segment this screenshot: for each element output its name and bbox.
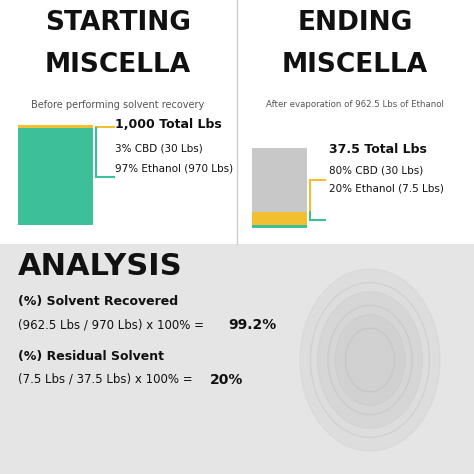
- Bar: [18, 128, 93, 225]
- Text: Before performing solvent recovery: Before performing solvent recovery: [31, 100, 205, 110]
- Text: 1,000 Total Lbs: 1,000 Total Lbs: [115, 118, 222, 131]
- Text: STARTING: STARTING: [45, 10, 191, 36]
- Text: ENDING: ENDING: [297, 10, 413, 36]
- Bar: [0, 244, 474, 474]
- Text: MISCELLA: MISCELLA: [45, 52, 191, 78]
- Text: (7.5 Lbs / 37.5 Lbs) x 100% =: (7.5 Lbs / 37.5 Lbs) x 100% =: [18, 373, 196, 386]
- Polygon shape: [318, 292, 422, 428]
- Text: 3% CBD (30 Lbs): 3% CBD (30 Lbs): [115, 143, 203, 153]
- Text: 20%: 20%: [210, 373, 243, 387]
- Text: After evaporation of 962.5 Lbs of Ethanol: After evaporation of 962.5 Lbs of Ethano…: [266, 100, 444, 109]
- Text: ANALYSIS: ANALYSIS: [18, 252, 182, 281]
- Text: (%) Residual Solvent: (%) Residual Solvent: [18, 350, 164, 363]
- Bar: [0, 0, 474, 244]
- Text: 37.5 Total Lbs: 37.5 Total Lbs: [329, 143, 427, 156]
- Polygon shape: [300, 269, 440, 451]
- Bar: [18, 125, 93, 128]
- Text: (962.5 Lbs / 970 Lbs) x 100% =: (962.5 Lbs / 970 Lbs) x 100% =: [18, 318, 208, 331]
- Bar: [252, 212, 307, 228]
- Bar: [252, 225, 307, 228]
- Text: MISCELLA: MISCELLA: [282, 52, 428, 78]
- Text: 20% Ethanol (7.5 Lbs): 20% Ethanol (7.5 Lbs): [329, 183, 444, 193]
- Polygon shape: [335, 315, 405, 405]
- Text: 80% CBD (30 Lbs): 80% CBD (30 Lbs): [329, 165, 423, 175]
- Text: 99.2%: 99.2%: [228, 318, 276, 332]
- Text: (%) Solvent Recovered: (%) Solvent Recovered: [18, 295, 178, 308]
- Text: 97% Ethanol (970 Lbs): 97% Ethanol (970 Lbs): [115, 163, 233, 173]
- Bar: [252, 148, 307, 212]
